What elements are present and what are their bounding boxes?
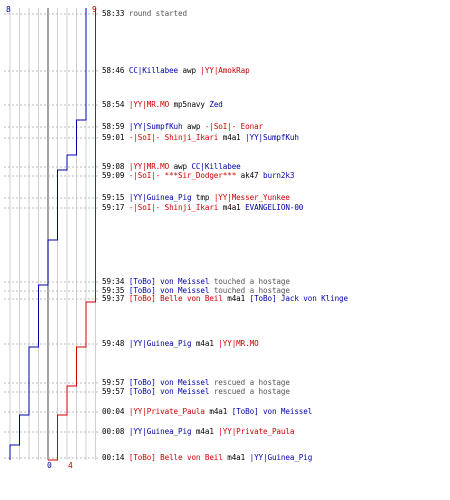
log-time: 00:08 [102,427,129,436]
log-time: 58:54 [102,100,129,109]
t-player: [ToBo] Belle von Beil [128,294,223,303]
event-text: touched a hostage [209,277,290,286]
t-player: -|SoI|- Shinji_Ikari [128,203,219,212]
t-player: |YY|MR.MO [218,339,259,348]
log-time: 00:14 [102,453,129,462]
log-time: 59:01 [102,133,129,142]
log-time: 59:48 [102,339,129,348]
ct-player: [ToBo] Jack von Klinge [249,294,348,303]
event-text: round started [128,9,187,18]
ct-player: |YY|Guinea_Pig [249,453,313,462]
weapon: m4a1 [218,133,246,142]
t-player: |YY|Private_Paula [218,427,295,436]
log-time: 59:35 [102,286,129,295]
weapon: m4a1 [218,203,246,212]
log-entry: 59:01 -|SoI|- Shinji_Ikari m4a1 |YY|Sump… [102,133,299,142]
log-entry: 58:46 CC|Killabee awp |YY|AmokRap [102,66,250,75]
weapon: mp5navy [169,100,210,109]
log-entry: 59:57 [ToBo] von Meissel rescued a hosta… [102,387,290,396]
weapon: tmp [191,193,214,202]
event-text: rescued a hostage [209,387,290,396]
t-start-count: 9 [92,5,97,14]
log-time: 59:37 [102,294,129,303]
event-text: rescued a hostage [209,378,290,387]
log-time: 59:15 [102,193,129,202]
ct-player: CC|Killabee [191,162,241,171]
ct-player: burn2k3 [263,171,295,180]
weapon: m4a1 [222,294,250,303]
ct-player: |YY|SumpfKuh [245,133,299,142]
log-time: 59:57 [102,378,129,387]
log-entry: 59:48 |YY|Guinea_Pig m4a1 |YY|MR.MO [102,339,259,348]
log-entry: 59:57 [ToBo] von Meissel rescued a hosta… [102,378,290,387]
t-alive-line [48,8,96,461]
ct-alive-line [9,8,87,460]
t-player: |YY|MR.MO [128,162,170,171]
ct-player: |YY|Guinea_Pig [128,193,192,202]
ct-player: CC|Killabee [128,66,179,75]
log-entry: 59:35 [ToBo] von Meissel touched a hosta… [102,286,290,295]
weapon: ak47 [236,171,264,180]
weapon: awp [169,162,192,171]
ct-player: |YY|SumpfKuh [128,122,183,131]
log-time: 58:59 [102,122,129,131]
log-entry: 00:08 |YY|Guinea_Pig m4a1 |YY|Private_Pa… [102,427,294,436]
log-time: 00:04 [102,407,129,416]
log-time: 58:46 [102,66,129,75]
log-time: 59:09 [102,171,129,180]
ct-player: [ToBo] von Meissel [128,387,210,396]
t-player: [ToBo] Belle von Beil [128,453,223,462]
log-time: 59:34 [102,277,129,286]
weapon: m4a1 [191,427,219,436]
weapon: awp [178,66,201,75]
t-player: |YY|AmokRap [200,66,250,75]
chart-row-guides [4,13,100,459]
t-player: |YY|Private_Paula [128,407,205,416]
log-entry: 59:17 -|SoI|- Shinji_Ikari m4a1 EVANGELI… [102,203,303,212]
t-player: |YY|Messer_Yunkee [213,193,290,202]
log-entry: 00:14 [ToBo] Belle von Beil m4a1 |YY|Gui… [102,453,312,462]
t-player: -|SoI|- ***Sir_Dodger*** [128,171,237,180]
weapon: awp [182,122,205,131]
t-player: -|SoI|- Shinji_Ikari [128,133,219,142]
log-entry: 59:09 -|SoI|- ***Sir_Dodger*** ak47 burn… [102,171,294,180]
log-time: 59:17 [102,203,129,212]
t-player: -|SoI|- Eonar [204,122,264,131]
log-entry: 59:15 |YY|Guinea_Pig tmp |YY|Messer_Yunk… [102,193,290,202]
log-entry: 59:34 [ToBo] von Meissel touched a hosta… [102,277,290,286]
weapon: m4a1 [191,339,219,348]
log-entry: 59:37 [ToBo] Belle von Beil m4a1 [ToBo] … [102,294,348,303]
log-entry: 00:04 |YY|Private_Paula m4a1 [ToBo] von … [102,407,312,416]
ct-player: EVANGELION-00 [245,203,304,212]
log-entry: 59:08 |YY|MR.MO awp CC|Killabee [102,162,241,171]
ct-player: [ToBo] von Meissel [128,286,210,295]
team-alive-chart: 8 9 0 4 [4,5,100,470]
ct-player: |YY|Guinea_Pig [128,427,192,436]
weapon: m4a1 [222,453,250,462]
log-time: 59:08 [102,162,129,171]
ct-start-count: 8 [6,5,11,14]
t-end-count: 4 [68,461,73,470]
log-entry: 58:59 |YY|SumpfKuh awp -|SoI|- Eonar [102,122,263,131]
ct-player: [ToBo] von Meissel [128,378,210,387]
log-entry: 58:33 round started [102,9,187,18]
ct-player: [ToBo] von Meissel [128,277,210,286]
weapon: m4a1 [204,407,232,416]
ct-player: |YY|Guinea_Pig [128,339,192,348]
ct-end-count: 0 [47,461,52,470]
ct-player: [ToBo] von Meissel [231,407,313,416]
log-entry: 58:54 |YY|MR.MO mp5navy Zed [102,100,223,109]
event-text: touched a hostage [209,286,290,295]
log-time: 58:33 [102,9,129,18]
ct-player: Zed [209,100,223,109]
log-time: 59:57 [102,387,129,396]
t-player: |YY|MR.MO [128,100,170,109]
